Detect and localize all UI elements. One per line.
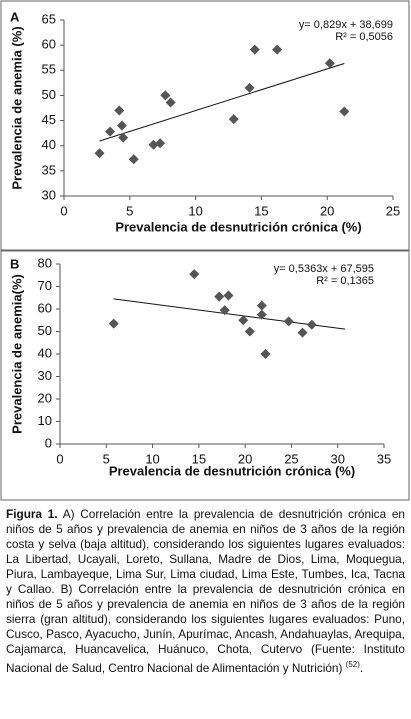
panel-label: B bbox=[10, 256, 19, 271]
y-tick-label: 45 bbox=[42, 112, 56, 127]
x-tick-label: 30 bbox=[330, 451, 344, 466]
trendline bbox=[113, 298, 346, 330]
x-tick-label: 20 bbox=[238, 451, 252, 466]
point bbox=[306, 319, 317, 330]
caption-label: Figura 1. bbox=[6, 507, 58, 521]
point bbox=[228, 114, 239, 125]
point bbox=[94, 148, 105, 159]
point bbox=[165, 97, 176, 108]
point bbox=[114, 105, 125, 116]
point bbox=[297, 327, 308, 338]
x-tick-label: 35 bbox=[377, 451, 391, 466]
point bbox=[272, 44, 283, 55]
point bbox=[283, 316, 294, 327]
trend-r2: R² = 0,1365 bbox=[316, 275, 374, 287]
x-tick-label: 10 bbox=[145, 451, 159, 466]
point bbox=[128, 154, 139, 165]
point bbox=[238, 315, 249, 326]
point bbox=[148, 139, 159, 150]
x-tick-label: 10 bbox=[188, 203, 202, 218]
caption: Figura 1. A) Correlación entre la preval… bbox=[6, 507, 405, 676]
point bbox=[244, 326, 255, 337]
point bbox=[244, 82, 255, 93]
caption-ref: (52) bbox=[345, 660, 360, 669]
panel-label: A bbox=[10, 9, 20, 24]
trendline bbox=[99, 62, 345, 142]
x-tick-label: 0 bbox=[60, 203, 67, 218]
point bbox=[118, 132, 129, 143]
panel-frame bbox=[0, 0, 410, 251]
y-tick-label: 65 bbox=[42, 11, 56, 26]
y-tick-label: 50 bbox=[42, 87, 56, 102]
caption-end: . bbox=[359, 660, 364, 675]
x-tick-label: 5 bbox=[103, 451, 110, 466]
point bbox=[214, 291, 225, 302]
trend-equation: y= 0,829x + 38,699 bbox=[299, 19, 393, 31]
y-axis-title: Prevalencia de anemia(%) bbox=[9, 274, 24, 434]
point bbox=[160, 90, 171, 101]
x-tick-label: 0 bbox=[56, 451, 63, 466]
x-axis-title: Prevalencia de desnutrición crónica (%) bbox=[109, 463, 355, 478]
trend-r2: R² = 0,5056 bbox=[335, 31, 393, 43]
x-tick-label: 15 bbox=[254, 203, 268, 218]
y-tick-label: 40 bbox=[42, 137, 56, 152]
point bbox=[260, 349, 271, 359]
y-tick-label: 10 bbox=[38, 413, 52, 428]
y-tick-label: 30 bbox=[38, 368, 52, 383]
point bbox=[116, 120, 127, 131]
x-axis-title: Prevalencia de desnutrición crónica (%) bbox=[115, 219, 361, 234]
y-tick-label: 50 bbox=[38, 323, 52, 338]
y-tick-label: 80 bbox=[38, 255, 52, 270]
point bbox=[249, 44, 260, 55]
y-tick-label: 30 bbox=[42, 187, 56, 202]
x-tick-label: 25 bbox=[284, 451, 298, 466]
y-tick-label: 60 bbox=[42, 37, 56, 52]
point bbox=[256, 309, 267, 320]
point bbox=[256, 300, 267, 311]
point bbox=[339, 106, 350, 117]
x-tick-label: 5 bbox=[126, 203, 133, 218]
point bbox=[189, 269, 200, 280]
point bbox=[108, 318, 119, 329]
x-tick-label: 15 bbox=[192, 451, 206, 466]
y-tick-label: 0 bbox=[45, 435, 52, 450]
point bbox=[155, 138, 166, 149]
y-tick-label: 60 bbox=[38, 300, 52, 315]
point bbox=[219, 305, 230, 316]
y-tick-label: 70 bbox=[38, 278, 52, 293]
y-tick-label: 35 bbox=[42, 162, 56, 177]
point bbox=[324, 58, 335, 69]
x-tick-label: 25 bbox=[386, 203, 400, 218]
y-tick-label: 20 bbox=[38, 390, 52, 405]
x-tick-label: 20 bbox=[320, 203, 334, 218]
trend-equation: y= 0,5363x + 67,595 bbox=[274, 263, 374, 275]
y-tick-label: 55 bbox=[42, 62, 56, 77]
y-tick-label: 40 bbox=[38, 345, 52, 360]
panel-frame bbox=[0, 250, 410, 501]
y-axis-title: Prevalencia de anemia (%) bbox=[9, 26, 24, 189]
point bbox=[105, 126, 116, 137]
caption-text: A) Correlación entre la prevalencia de d… bbox=[6, 507, 405, 675]
point bbox=[223, 290, 234, 301]
